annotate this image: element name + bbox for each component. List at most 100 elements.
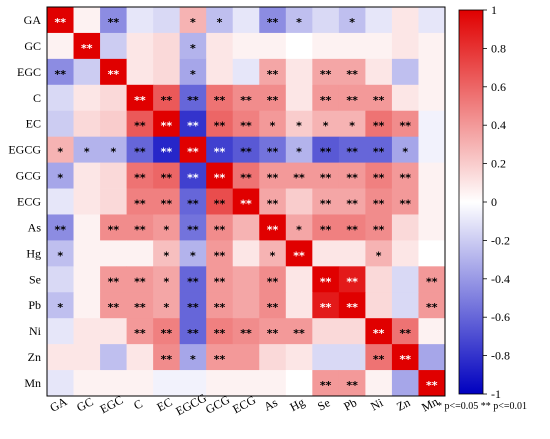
heatmap-cell: [338, 214, 366, 241]
significance-mark: *: [349, 120, 355, 133]
heatmap-cell: [312, 110, 340, 138]
heatmap-cell: [47, 266, 74, 293]
significance-mark: *: [164, 249, 170, 262]
heatmap-cell: [73, 84, 101, 112]
heatmap-cell: [179, 58, 207, 86]
significance-mark: **: [346, 223, 358, 236]
heatmap-cell: [259, 110, 287, 138]
heatmap-cell: [153, 110, 181, 138]
heatmap-cell: [47, 214, 74, 241]
heatmap-cell: [232, 266, 260, 293]
heatmap-cell: [100, 110, 127, 138]
heatmap-cell: [338, 84, 366, 112]
heatmap-cell: [391, 266, 419, 293]
heatmap-cell: [338, 136, 366, 163]
heatmap-cell: [285, 84, 313, 112]
heatmap-cell: [126, 7, 154, 34]
significance-mark: *: [296, 120, 302, 133]
heatmap-cell: [206, 266, 234, 293]
significance-mark: **: [214, 327, 226, 340]
significance-mark: **: [346, 94, 358, 107]
significance-mark: **: [267, 327, 279, 340]
heatmap-cell: [312, 32, 340, 60]
heatmap-cells: [47, 7, 446, 397]
significance-mark: **: [134, 275, 146, 288]
heatmap-cell: [73, 318, 101, 345]
heatmap-cell: [153, 318, 181, 345]
heatmap-cell: [47, 370, 74, 397]
heatmap-cell: [73, 162, 101, 189]
significance-mark: **: [346, 379, 358, 392]
y-tick-label: EGC: [17, 65, 41, 79]
significance-mark: **: [108, 16, 120, 29]
heatmap-cell: [391, 188, 419, 215]
significance-mark: **: [373, 172, 385, 185]
significance-mark: **: [214, 275, 226, 288]
significance-mark: **: [214, 301, 226, 314]
heatmap-cell: [312, 58, 340, 86]
heatmap-cell: [153, 214, 181, 241]
significance-mark: **: [161, 198, 173, 211]
y-tick-label: Hg: [26, 246, 41, 260]
heatmap-cell: [100, 32, 127, 60]
significance-mark: **: [134, 301, 146, 314]
y-tick-label: GA: [24, 13, 42, 27]
significance-mark: **: [373, 146, 385, 159]
significance-mark: *: [84, 146, 90, 159]
heatmap-cell: [285, 58, 313, 86]
heatmap-cell: [391, 136, 419, 163]
significance-mark: **: [373, 120, 385, 133]
heatmap-cell: [365, 136, 393, 163]
x-tick-label: Ni: [368, 395, 386, 413]
significance-mark: *: [164, 301, 170, 314]
heatmap-cell: [259, 188, 287, 215]
heatmap-cell: [179, 266, 207, 293]
significance-mark: **: [346, 172, 358, 185]
heatmap-cell: [100, 162, 127, 189]
heatmap-cell: [47, 110, 74, 138]
heatmap-cell: [312, 370, 340, 397]
heatmap-cell: [285, 214, 313, 241]
heatmap-cell: [126, 32, 154, 60]
significance-mark: **: [346, 146, 358, 159]
x-tick-label: C: [131, 396, 145, 412]
significance-mark: *: [270, 249, 276, 262]
x-tick-label: GA: [47, 394, 69, 415]
y-tick-label: Mn: [24, 376, 41, 390]
heatmap-cell: [206, 136, 234, 163]
heatmap-cell: [312, 344, 340, 371]
significance-mark: *: [164, 223, 170, 236]
significance-mark: **: [267, 223, 279, 236]
significance-mark: **: [346, 68, 358, 81]
heatmap-cell: [206, 240, 234, 267]
heatmap-cell: [338, 292, 366, 319]
significance-mark: *: [57, 172, 63, 185]
significance-mark: *: [57, 146, 63, 159]
heatmap-cell: [418, 292, 446, 319]
heatmap-cell: [285, 7, 313, 34]
heatmap-cell: [338, 58, 366, 86]
colorbar-tick-label: 0.6: [491, 80, 506, 94]
heatmap-cell: [126, 188, 154, 215]
heatmap-cell: [179, 110, 207, 138]
significance-mark: **: [108, 301, 120, 314]
heatmap-cell: [47, 318, 74, 345]
colorbar-tick-label: -0.8: [491, 349, 510, 363]
significance-mark: *: [190, 42, 196, 55]
heatmap-cell: [206, 58, 234, 86]
significance-mark: *: [296, 223, 302, 236]
significance-mark: *: [217, 16, 223, 29]
heatmap-cell: [312, 292, 340, 319]
heatmap-cell: [179, 240, 207, 267]
heatmap-cell: [47, 136, 74, 163]
y-tick-label: ECG: [17, 195, 41, 209]
significance-mark: **: [426, 275, 438, 288]
heatmap-cell: [73, 214, 101, 241]
heatmap-cell: [153, 58, 181, 86]
heatmap-cell: [418, 318, 446, 345]
significance-mark: **: [55, 68, 67, 81]
colorbar-ticks: -1 -0.8 -0.6 -0.4 -0.2 0 0.2 0.4 0.6 0.8 1: [483, 3, 510, 401]
x-tick-label: Pb: [341, 395, 359, 413]
heatmap-cell: [338, 240, 366, 267]
